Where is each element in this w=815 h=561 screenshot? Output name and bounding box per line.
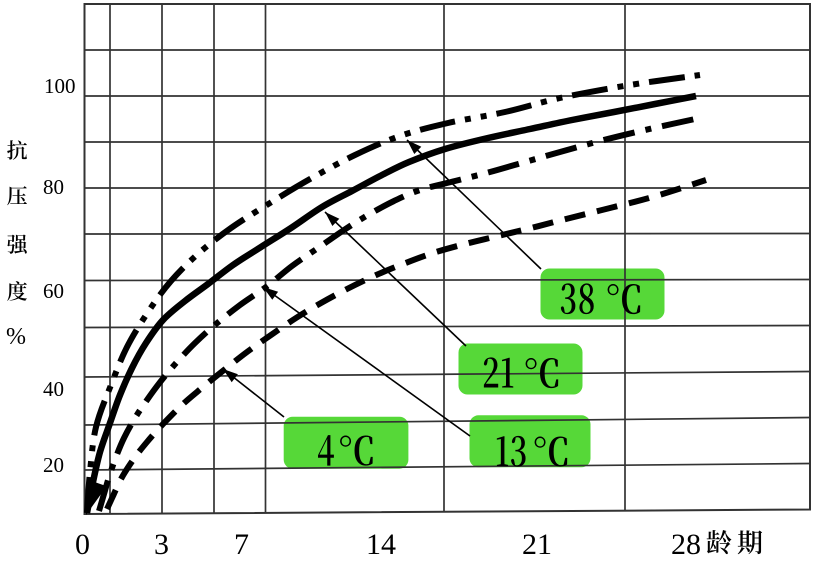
svg-text:%: % [6, 324, 26, 350]
svg-text:21: 21 [522, 528, 552, 561]
svg-text:100: 100 [44, 74, 76, 98]
svg-text:3: 3 [154, 528, 169, 561]
svg-text:14: 14 [366, 528, 396, 561]
svg-text:7: 7 [234, 528, 249, 561]
svg-text:80: 80 [43, 175, 64, 199]
svg-text:0: 0 [75, 528, 90, 561]
svg-text:28: 28 [671, 528, 701, 561]
svg-text:40: 40 [43, 377, 64, 401]
svg-text:60: 60 [43, 279, 64, 303]
svg-text:20: 20 [43, 453, 64, 477]
